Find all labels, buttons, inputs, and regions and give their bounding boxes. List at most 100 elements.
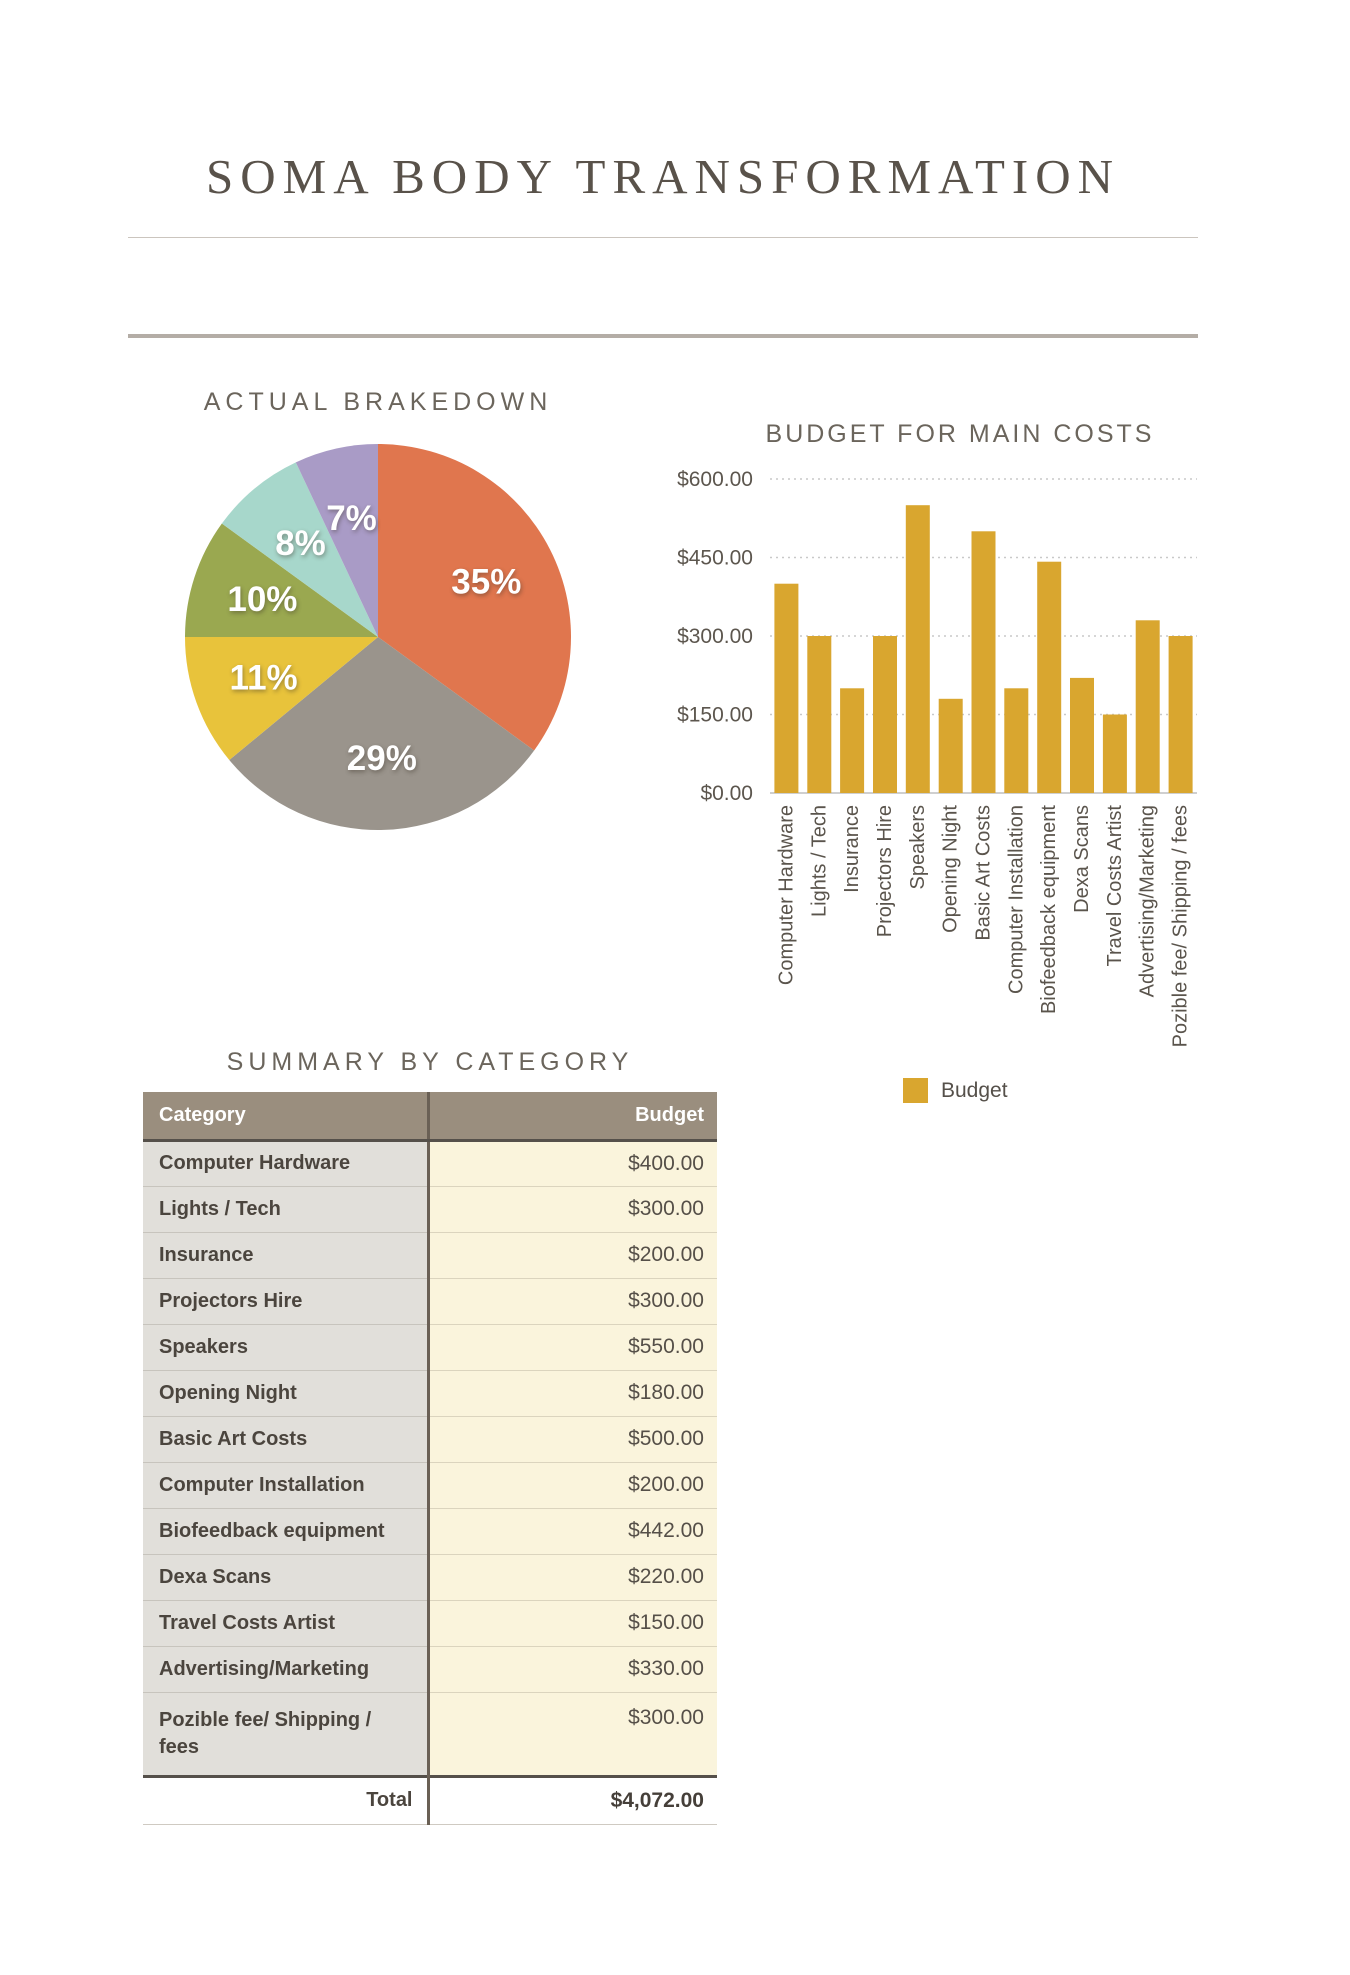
table-row: Biofeedback equipment $442.00 xyxy=(143,1507,717,1554)
total-value: $4,072.00 xyxy=(426,1774,717,1825)
pie-slice-35% xyxy=(378,444,571,751)
cell-category: Lights / Tech xyxy=(143,1185,428,1232)
header-rule-thin xyxy=(128,237,1198,238)
pie-chart: 35% 29% 11% 10% 8%7% xyxy=(185,444,571,830)
pie-slice-7% xyxy=(295,444,378,637)
table-row: Lights / Tech $300.00 xyxy=(143,1185,717,1232)
cell-budget: $300.00 xyxy=(426,1277,717,1324)
bar-Speakers xyxy=(905,505,930,793)
table-row: Pozible fee/ Shipping / fees $300.00 xyxy=(143,1691,717,1776)
cell-category: Basic Art Costs xyxy=(143,1415,428,1462)
table-row: Opening Night $180.00 xyxy=(143,1369,717,1416)
pie-slice-8% xyxy=(221,462,378,637)
summary-table-title: SUMMARY BY CATEGORY xyxy=(226,1048,634,1076)
cell-budget: $200.00 xyxy=(426,1461,717,1508)
x-axis-label: Insurance xyxy=(841,805,863,893)
x-axis-label: Basic Art Costs xyxy=(973,805,995,941)
cell-budget: $400.00 xyxy=(426,1140,717,1186)
table-row: Advertising/Marketing $330.00 xyxy=(143,1645,717,1692)
column-header-budget: Budget xyxy=(426,1092,717,1142)
cell-budget: $200.00 xyxy=(426,1231,717,1278)
cell-category: Opening Night xyxy=(143,1369,428,1416)
pie-chart-title: ACTUAL BRAKEDOWN xyxy=(203,388,553,416)
cell-budget: $300.00 xyxy=(426,1691,717,1776)
table-row: Basic Art Costs $500.00 xyxy=(143,1415,717,1462)
cell-budget: $330.00 xyxy=(426,1645,717,1692)
cell-category: Pozible fee/ Shipping / fees xyxy=(143,1691,428,1776)
pie-slice-label: 29% xyxy=(347,739,417,778)
bar-Opening Night xyxy=(938,698,963,793)
y-axis-tick: $300.00 xyxy=(677,625,753,648)
x-axis-label: Pozible fee/ Shipping / fees xyxy=(1170,805,1192,1047)
pie-slice-label: 8% xyxy=(275,524,326,563)
pie-slice-label: 35% xyxy=(451,562,521,601)
total-label: Total xyxy=(143,1774,428,1825)
x-axis-label: Projectors Hire xyxy=(874,805,896,937)
x-axis-label: Computer Installation xyxy=(1005,805,1027,994)
y-axis-tick: $0.00 xyxy=(700,782,753,805)
legend-label: Budget xyxy=(941,1078,1008,1102)
page-title: SOMA BODY TRANSFORMATION xyxy=(205,149,1121,204)
bar-chart-title: BUDGET FOR MAIN COSTS xyxy=(765,420,1155,448)
legend-swatch-budget xyxy=(903,1078,928,1103)
bar-Biofeedback equipment xyxy=(1037,561,1062,793)
pie-slice-label: 10% xyxy=(227,580,297,619)
cell-category: Travel Costs Artist xyxy=(143,1599,428,1646)
bar-Advertising/Marketing xyxy=(1135,620,1160,793)
x-axis-label: Speakers xyxy=(907,805,929,890)
bar-chart-legend: Budget xyxy=(903,1078,1008,1103)
table-row: Computer Installation $200.00 xyxy=(143,1461,717,1508)
cell-category: Computer Installation xyxy=(143,1461,428,1508)
bar-Dexa Scans xyxy=(1070,677,1094,793)
table-row: Projectors Hire $300.00 xyxy=(143,1277,717,1324)
x-axis-label: Biofeedback equipment xyxy=(1038,805,1060,1014)
table-row: Speakers $550.00 xyxy=(143,1323,717,1370)
cell-category: Biofeedback equipment xyxy=(143,1507,428,1554)
bar-Pozible fee/ Shipping / fees xyxy=(1168,636,1193,793)
cell-budget: $180.00 xyxy=(426,1369,717,1416)
column-header-category: Category xyxy=(143,1092,428,1142)
cell-budget: $150.00 xyxy=(426,1599,717,1646)
cell-budget: $300.00 xyxy=(426,1185,717,1232)
cell-budget: $500.00 xyxy=(426,1415,717,1462)
cell-category: Dexa Scans xyxy=(143,1553,428,1600)
table-row: Travel Costs Artist $150.00 xyxy=(143,1599,717,1646)
pie-slice-29% xyxy=(229,637,535,830)
cell-budget: $442.00 xyxy=(426,1507,717,1554)
pie-slice-10% xyxy=(185,523,378,637)
y-axis-tick: $450.00 xyxy=(677,547,753,570)
bar-Lights / Tech xyxy=(807,636,832,793)
x-axis-label: Lights / Tech xyxy=(808,805,830,917)
bar-Travel Costs Artist xyxy=(1102,714,1127,793)
pie-slice-11% xyxy=(185,637,378,761)
x-axis-label: Dexa Scans xyxy=(1071,805,1093,913)
y-axis-tick: $600.00 xyxy=(677,468,753,491)
table-row: Dexa Scans $220.00 xyxy=(143,1553,717,1600)
summary-table: Category Budget Computer Hardware $400.00… xyxy=(143,1092,717,1825)
bar-Basic Art Costs xyxy=(971,531,996,793)
table-row: Insurance $200.00 xyxy=(143,1231,717,1278)
y-axis-tick: $150.00 xyxy=(677,704,753,727)
bar-Computer Hardware xyxy=(774,583,799,793)
cell-category: Computer Hardware xyxy=(143,1140,428,1186)
x-axis-label: Advertising/Marketing xyxy=(1137,805,1159,997)
pie-slice-label: 11% xyxy=(230,659,298,698)
cell-category: Projectors Hire xyxy=(143,1277,428,1324)
bar-Projectors Hire xyxy=(873,636,897,793)
table-header-row: Category Budget xyxy=(143,1092,717,1142)
table-row: Computer Hardware $400.00 xyxy=(143,1140,717,1186)
cell-budget: $550.00 xyxy=(426,1323,717,1370)
cell-category: Insurance xyxy=(143,1231,428,1278)
bar-Computer Installation xyxy=(1004,688,1029,793)
x-axis-label: Travel Costs Artist xyxy=(1104,805,1126,967)
pie-slice-label: 7% xyxy=(326,499,377,538)
header-rule-thick xyxy=(128,334,1198,338)
table-total-row: Total $4,072.00 xyxy=(143,1774,717,1825)
cell-category: Advertising/Marketing xyxy=(143,1645,428,1692)
x-axis-label: Opening Night xyxy=(940,805,962,933)
x-axis-label: Computer Hardware xyxy=(775,805,797,985)
bar-chart: $0.00 $150.00 $300.00 $450.00 $600.00 Compute… xyxy=(677,468,1197,1047)
bar-Insurance xyxy=(840,688,865,793)
cell-budget: $220.00 xyxy=(426,1553,717,1600)
